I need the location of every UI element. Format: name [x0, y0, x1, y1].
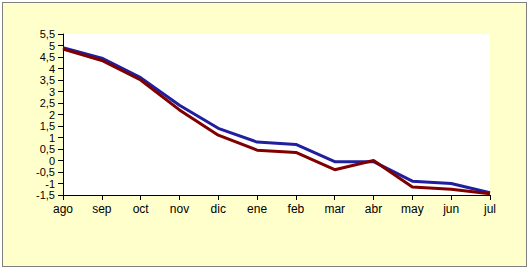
svg-text:jun: jun: [442, 202, 459, 216]
svg-text:1,5: 1,5: [40, 120, 55, 132]
svg-text:3: 3: [49, 86, 55, 98]
svg-text:dic: dic: [211, 202, 226, 216]
svg-text:feb: feb: [288, 202, 305, 216]
svg-text:1: 1: [49, 132, 55, 144]
svg-text:nov: nov: [170, 202, 189, 216]
svg-text:5,5: 5,5: [40, 28, 55, 40]
svg-text:ago: ago: [53, 202, 73, 216]
svg-text:0,5: 0,5: [40, 143, 55, 155]
svg-text:oct: oct: [133, 202, 150, 216]
svg-text:-0,5: -0,5: [36, 166, 55, 178]
svg-text:abr: abr: [365, 202, 382, 216]
svg-text:5: 5: [49, 40, 55, 52]
svg-text:-1,5: -1,5: [36, 189, 55, 201]
svg-text:2,5: 2,5: [40, 97, 55, 109]
svg-text:jul: jul: [483, 202, 496, 216]
svg-text:2: 2: [49, 109, 55, 121]
svg-text:0: 0: [49, 155, 55, 167]
svg-text:-1: -1: [45, 178, 55, 190]
svg-text:sep: sep: [92, 202, 112, 216]
svg-text:mar: mar: [324, 202, 345, 216]
svg-text:ene: ene: [247, 202, 267, 216]
svg-text:4: 4: [49, 63, 55, 75]
svg-text:3,5: 3,5: [40, 74, 55, 86]
svg-text:4,5: 4,5: [40, 51, 55, 63]
svg-text:may: may: [401, 202, 424, 216]
